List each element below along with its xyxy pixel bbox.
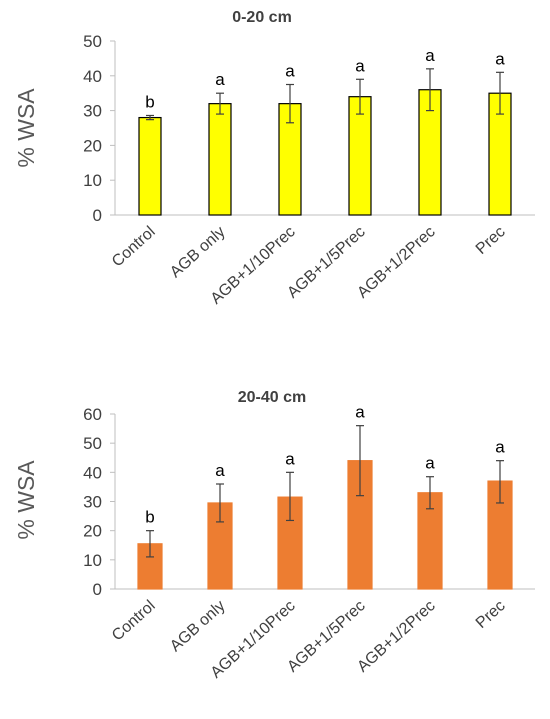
significance-label: a [425,454,435,473]
chart-title: 0-20 cm [232,9,292,26]
y-axis-label: % WSA [13,460,39,540]
x-tick-label: Control [109,597,159,644]
bar [417,492,443,590]
bar [138,116,162,216]
significance-label: a [355,403,365,422]
chart-title: 20-40 cm [238,389,307,406]
y-tick-label: 40 [83,67,102,86]
significance-label: a [215,461,225,480]
significance-label: a [495,49,505,68]
y-tick-label: 60 [83,405,102,424]
significance-label: a [285,449,295,468]
y-tick-label: 30 [83,493,102,512]
significance-label: a [285,62,295,81]
y-tick-label: 30 [83,102,102,121]
x-tick-label: Prec [473,223,509,258]
chart-panel-0-20cm: 0-20 cm % WSA 0 10 20 30 40 50 b Control a AGB on… [13,9,535,308]
x-tick-label: Control [109,223,159,270]
y-tick-label: 20 [83,136,102,155]
y-tick-label: 10 [83,171,102,190]
x-tick-label: AGB only [167,223,229,281]
bar [208,103,232,216]
y-tick-label: 10 [83,551,102,570]
y-tick-label: 40 [83,463,102,482]
y-axis-label: % WSA [13,88,39,168]
x-tick-label: AGB only [167,597,229,655]
significance-label: b [145,508,154,527]
significance-label: a [215,70,225,89]
y-tick-label: 20 [83,522,102,541]
significance-label: b [145,92,154,111]
y-tick-label: 0 [93,206,102,225]
x-tick-label: Prec [473,597,509,632]
significance-label: a [495,438,505,457]
significance-label: a [425,46,435,65]
chart-panel-20-40cm: 20-40 cm % WSA 0 10 20 30 40 50 60 b Control a AGB… [13,389,535,682]
significance-label: a [355,56,365,75]
y-tick-label: 50 [83,32,102,51]
y-tick-label: 0 [93,580,102,599]
y-tick-label: 50 [83,434,102,453]
